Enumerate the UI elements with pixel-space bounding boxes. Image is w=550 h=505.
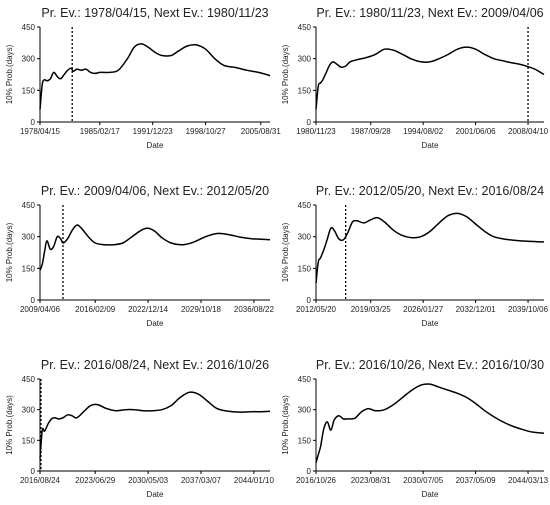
chart-title: Pr. Ev.: 2012/05/20, Next Ev.: 2016/08/2… [316,184,544,198]
x-tick-label: 2036/08/22 [234,305,275,314]
x-axis-label: Date [147,490,164,499]
y-tick-label: 450 [298,23,312,32]
x-tick-label: 1980/11/23 [296,127,336,136]
y-axis-label: 10% Prob.(days) [281,44,290,104]
y-tick-label: 0 [307,467,312,476]
chart-title: Pr. Ev.: 1978/04/15, Next Ev.: 1980/11/2… [41,6,268,20]
x-tick-label: 2037/03/07 [181,476,222,485]
y-tick-label: 300 [298,55,312,64]
chart-title: Pr. Ev.: 2016/10/26, Next Ev.: 2016/10/3… [316,358,544,372]
y-tick-label: 0 [31,467,36,476]
x-axis-label: Date [422,319,439,328]
x-tick-label: 2026/01/27 [403,305,444,314]
x-tick-label: 2008/04/10 [508,127,549,136]
x-tick-label: 2016/10/26 [296,476,337,485]
y-tick-label: 0 [307,296,312,305]
x-tick-label: 2044/03/13 [508,476,549,485]
x-tick-label: 2005/08/31 [241,127,282,136]
chart-title: Pr. Ev.: 2009/04/06, Next Ev.: 2012/05/2… [41,184,269,198]
x-tick-label: 1978/04/15 [20,127,61,136]
y-tick-label: 450 [298,375,312,384]
y-tick-label: 150 [22,436,36,445]
x-axis-label: Date [147,141,164,150]
x-tick-label: 2030/05/03 [128,476,169,485]
x-tick-label: 2009/04/06 [20,305,61,314]
y-axis-label: 10% Prob.(days) [281,222,290,282]
y-tick-label: 150 [298,86,312,95]
x-tick-label: 1991/12/23 [133,127,174,136]
y-tick-label: 0 [307,118,312,127]
x-tick-label: 2022/12/14 [128,305,169,314]
y-axis-label: 10% Prob.(days) [281,395,290,455]
x-axis-label: Date [422,490,439,499]
x-tick-label: 2001/06/06 [456,127,497,136]
x-tick-label: 2029/10/18 [181,305,222,314]
series-line [39,224,271,271]
x-tick-label: 2044/01/10 [234,476,275,485]
y-tick-label: 450 [298,201,312,210]
x-tick-label: 2023/08/31 [351,476,392,485]
x-tick-label: 1987/09/28 [351,127,392,136]
y-tick-label: 300 [22,55,36,64]
x-tick-label: 2016/08/24 [20,476,61,485]
x-axis-label: Date [422,141,439,150]
x-tick-label: 2032/12/01 [456,305,497,314]
y-tick-label: 0 [31,296,36,305]
series-line [315,46,545,110]
y-tick-label: 0 [31,118,36,127]
y-axis-label: 10% Prob.(days) [5,395,14,455]
y-tick-label: 150 [298,264,312,273]
series-line [315,212,545,284]
x-tick-label: 2016/02/09 [75,305,116,314]
y-axis-label: 10% Prob.(days) [5,44,14,104]
x-tick-label: 1994/08/02 [403,127,444,136]
y-tick-label: 450 [22,23,36,32]
series-line [315,383,545,464]
y-tick-label: 300 [22,406,36,415]
y-tick-label: 450 [22,201,36,210]
y-tick-label: 150 [22,264,36,273]
y-tick-label: 150 [22,86,36,95]
y-tick-label: 300 [22,233,36,242]
y-tick-label: 450 [22,375,36,384]
series-line [39,391,271,459]
y-tick-label: 150 [298,436,312,445]
x-tick-label: 2030/07/05 [403,476,444,485]
y-tick-label: 300 [298,406,312,415]
y-axis-label: 10% Prob.(days) [5,222,14,282]
y-tick-label: 300 [298,233,312,242]
x-tick-label: 2039/10/06 [508,305,549,314]
x-tick-label: 2037/05/09 [456,476,497,485]
chart-title: Pr. Ev.: 1980/11/23, Next Ev.: 2009/04/0… [316,6,543,20]
series-line [39,43,271,110]
x-tick-label: 1998/10/27 [186,127,227,136]
x-tick-label: 2023/06/29 [75,476,116,485]
x-tick-label: 2012/05/20 [296,305,337,314]
x-tick-label: 1985/02/17 [80,127,121,136]
x-axis-label: Date [147,319,164,328]
x-tick-label: 2019/03/25 [351,305,392,314]
chart-title: Pr. Ev.: 2016/08/24, Next Ev.: 2016/10/2… [41,358,269,372]
